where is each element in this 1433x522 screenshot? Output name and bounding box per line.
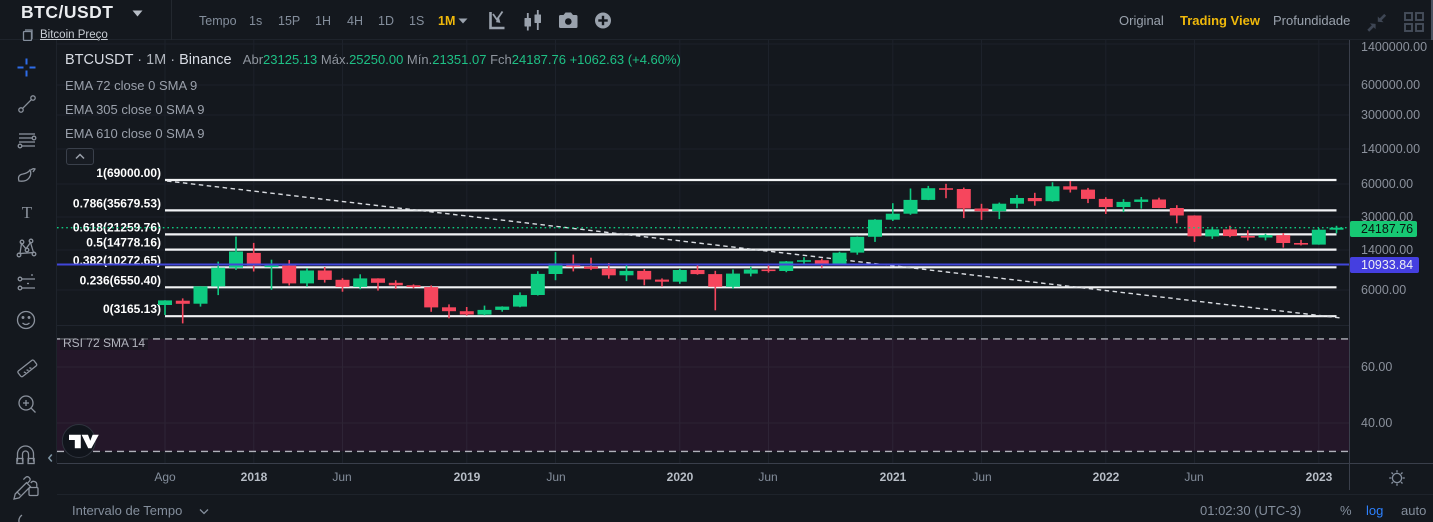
svg-text:0(3165.13): 0(3165.13) <box>103 302 161 316</box>
svg-text:1(69000.00): 1(69000.00) <box>96 166 161 180</box>
svg-text:0.236(6550.40): 0.236(6550.40) <box>80 273 161 287</box>
svg-text:T: T <box>22 203 33 222</box>
svg-text:0.5(14778.16): 0.5(14778.16) <box>86 236 161 250</box>
svg-text:0.786(35679.53): 0.786(35679.53) <box>73 196 161 210</box>
